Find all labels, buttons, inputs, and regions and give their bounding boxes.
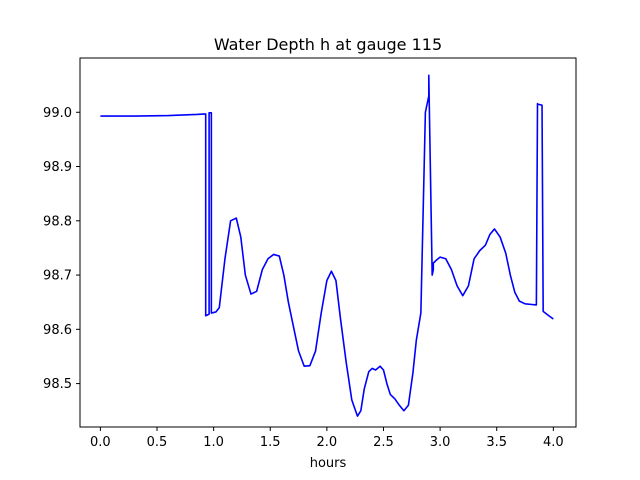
x-tick-label: 2.0 [317, 435, 338, 450]
y-tick-label: 98.5 [43, 377, 72, 392]
y-axis: 98.5 98.6 98.7 98.8 98.9 99.0 [43, 106, 80, 392]
chart-title: Water Depth h at gauge 115 [214, 35, 442, 54]
y-tick-label: 98.6 [43, 323, 72, 338]
y-tick-label: 98.7 [43, 269, 72, 284]
x-tick-label: 3.0 [430, 435, 451, 450]
x-tick-label: 1.5 [260, 435, 281, 450]
axes-frame [79, 57, 577, 428]
x-tick-label: 2.5 [373, 435, 394, 450]
x-tick-label: 3.5 [486, 435, 507, 450]
x-axis: 0.0 0.5 1.0 1.5 2.0 2.5 3.0 3.5 4.0 [90, 427, 564, 450]
plot-area [100, 74, 554, 417]
y-tick-label: 98.9 [43, 160, 72, 175]
series-line [100, 74, 554, 417]
y-tick-label: 98.8 [43, 214, 72, 229]
x-tick-label: 1.0 [203, 435, 224, 450]
x-axis-label: hours [310, 456, 347, 471]
y-tick-label: 99.0 [43, 106, 72, 121]
x-tick-label: 4.0 [543, 435, 564, 450]
x-tick-label: 0.0 [90, 435, 111, 450]
x-tick-label: 0.5 [147, 435, 168, 450]
